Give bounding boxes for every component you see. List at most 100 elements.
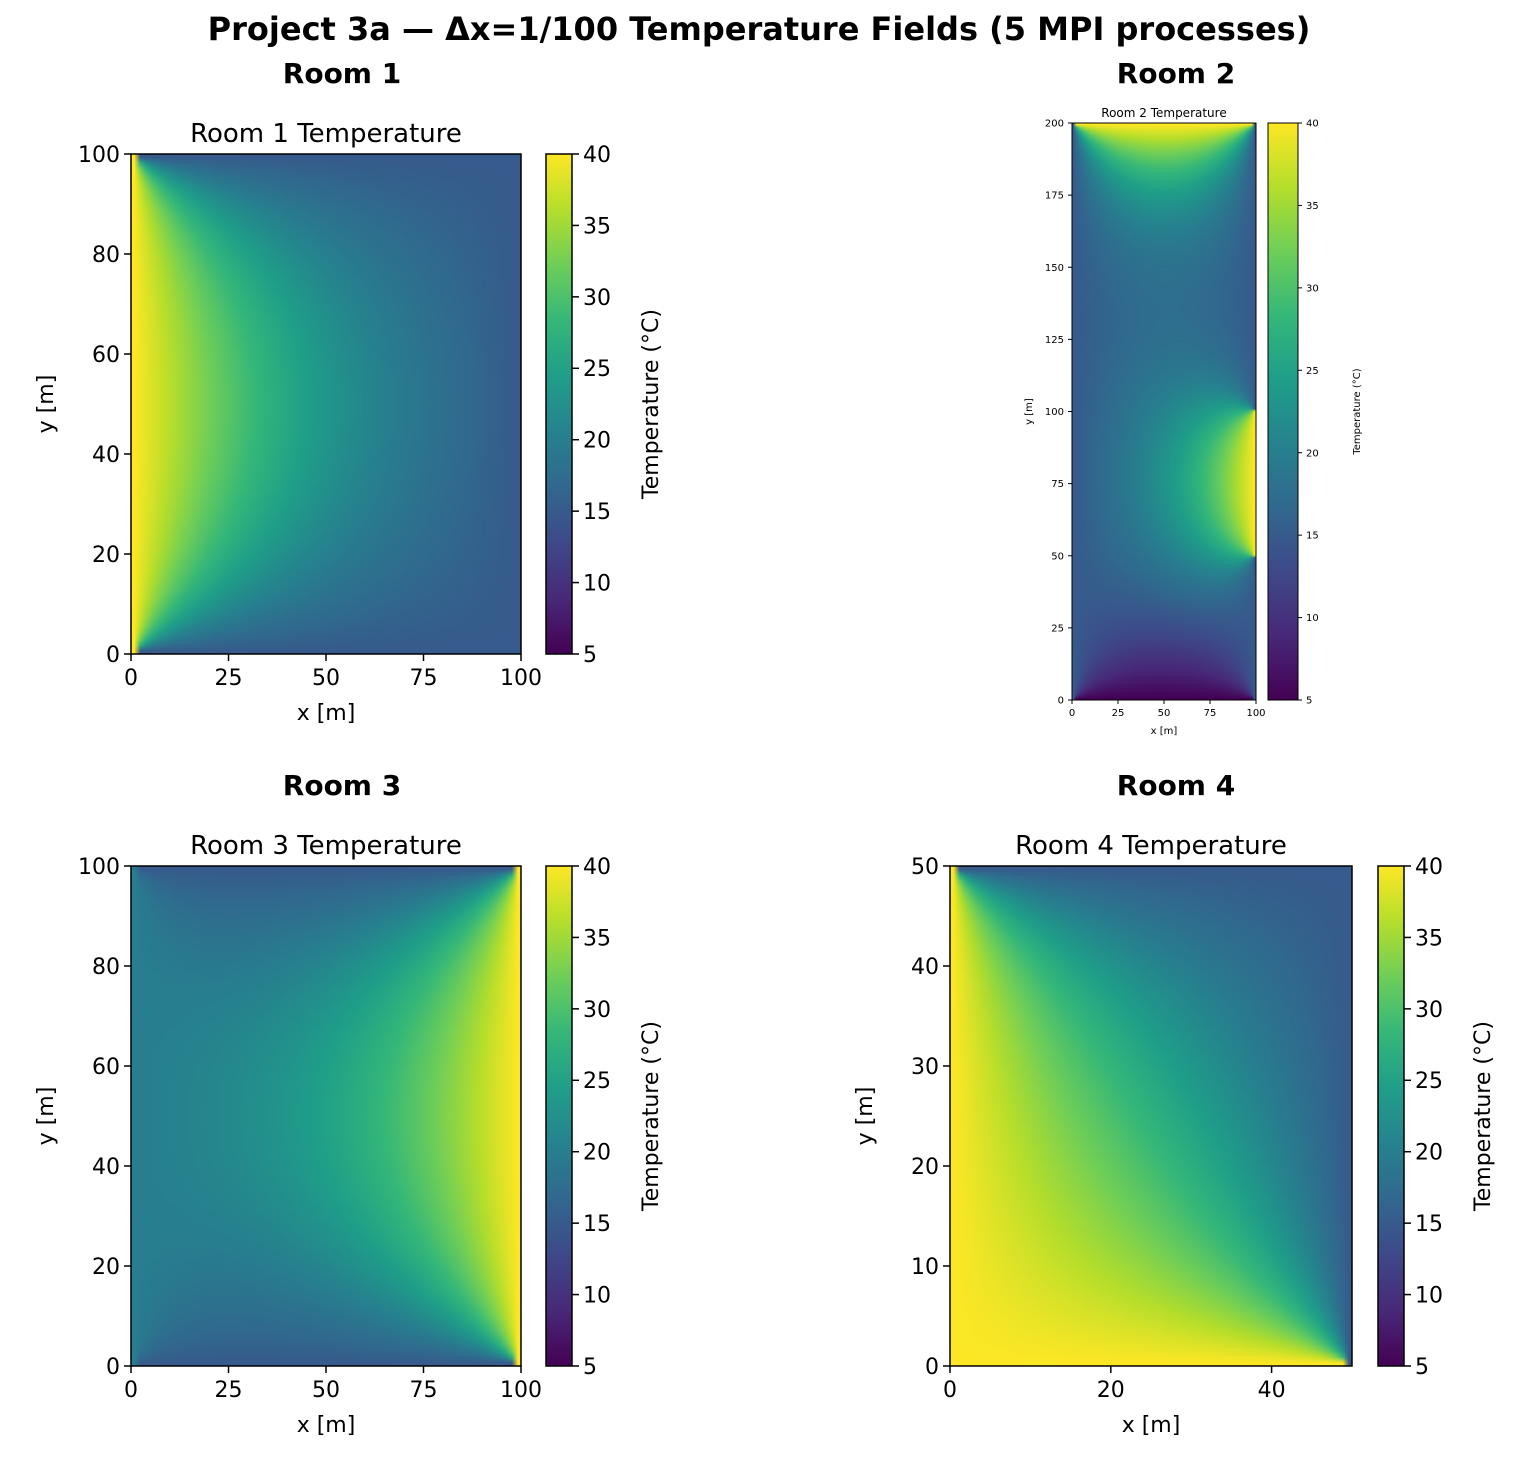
colorbar-tick-label: 5	[1415, 1355, 1429, 1380]
x-tick-label: 0	[124, 1378, 138, 1403]
colorbar-tick-label: 30	[1306, 283, 1319, 294]
y-tick-label: 80	[92, 955, 120, 980]
x-tick-label: 75	[410, 666, 438, 691]
colorbar-tick-label: 5	[583, 1355, 597, 1380]
y-tick-label: 40	[92, 1155, 120, 1180]
y-tick-label: 20	[911, 1155, 939, 1180]
panel-title: Room 3	[283, 769, 401, 802]
axes-title: Room 1 Temperature	[190, 119, 462, 149]
x-tick-label: 50	[312, 1378, 340, 1403]
colorbar-tick-label: 40	[1415, 855, 1443, 880]
x-tick-label: 25	[1112, 708, 1125, 719]
colorbar-tick-label: 20	[1415, 1141, 1443, 1166]
x-tick-label: 25	[215, 666, 243, 691]
y-tick-label: 60	[92, 343, 120, 368]
panel-title: Room 1	[283, 57, 401, 90]
x-tick-label: 100	[500, 1378, 542, 1403]
y-tick-label: 40	[911, 955, 939, 980]
colorbar-tick-label: 20	[583, 429, 611, 454]
colorbar-tick-label: 10	[583, 1283, 611, 1308]
colorbar-label: Temperature (°C)	[639, 1021, 664, 1212]
y-tick-label: 30	[911, 1055, 939, 1080]
colorbar-label: Temperature (°C)	[639, 309, 664, 500]
y-tick-label: 0	[925, 1355, 939, 1380]
heatmap-field	[950, 866, 1352, 1366]
panel-title: Room 4	[1117, 769, 1235, 802]
y-tick-label: 80	[92, 243, 120, 268]
colorbar-tick-label: 15	[1415, 1212, 1443, 1237]
y-axis-label: y [m]	[34, 1087, 59, 1146]
heatmap-field	[1072, 123, 1256, 700]
panel-room-1: Room 1 Room 1 Temperature 0 25 50 75 100 0 20 40 6…	[34, 57, 664, 726]
colorbar-tick-label: 35	[1306, 201, 1319, 212]
colorbar-tick-label: 20	[583, 1141, 611, 1166]
colorbar	[545, 865, 573, 1367]
y-tick-label: 125	[1045, 335, 1064, 346]
y-tick-label: 50	[1051, 551, 1064, 562]
panel-room-3: Room 3 Room 3 Temperature 0 25 50 75 100 0 20 40 6…	[34, 769, 664, 1438]
x-tick-label: 75	[410, 1378, 438, 1403]
colorbar-tick-label: 15	[1306, 531, 1319, 542]
colorbar-tick-label: 35	[583, 214, 611, 239]
y-tick-label: 0	[1058, 696, 1064, 707]
y-tick-label: 10	[911, 1255, 939, 1280]
x-tick-label: 50	[1158, 708, 1171, 719]
colorbar-tick-label: 25	[583, 1069, 611, 1094]
colorbar-tick-label: 25	[1415, 1069, 1443, 1094]
x-axis-label: x [m]	[1122, 1413, 1181, 1438]
colorbar-tick-label: 35	[1415, 926, 1443, 951]
colorbar-tick-label: 10	[1415, 1283, 1443, 1308]
x-tick-label: 40	[1258, 1378, 1286, 1403]
colorbar-tick-label: 35	[583, 926, 611, 951]
heatmap-field	[131, 866, 521, 1366]
x-tick-label: 0	[1069, 708, 1075, 719]
y-tick-label: 20	[92, 543, 120, 568]
colorbar-tick-label: 10	[583, 571, 611, 596]
x-tick-label: 100	[1246, 708, 1265, 719]
y-axis-label: y [m]	[34, 375, 59, 434]
figure-suptitle: Project 3a — Δx=1/100 Temperature Fields…	[208, 10, 1311, 48]
heatmap-field	[131, 154, 521, 654]
y-tick-label: 150	[1045, 263, 1064, 274]
colorbar-tick-label: 25	[1306, 366, 1319, 377]
y-tick-label: 25	[1051, 623, 1064, 634]
axes-title: Room 3 Temperature	[190, 831, 462, 861]
axes-frame	[949, 865, 1353, 1367]
colorbar-tick-label: 40	[583, 855, 611, 880]
x-tick-label: 0	[943, 1378, 957, 1403]
x-axis-label: x [m]	[297, 1413, 356, 1438]
y-tick-label: 0	[106, 643, 120, 668]
y-tick-label: 175	[1045, 191, 1064, 202]
y-tick-label: 40	[92, 443, 120, 468]
colorbar	[1377, 865, 1405, 1367]
y-tick-label: 200	[1045, 119, 1064, 130]
colorbar-tick-label: 40	[583, 143, 611, 168]
axes-title: Room 4 Temperature	[1015, 831, 1287, 861]
colorbar	[545, 153, 573, 655]
y-tick-label: 100	[1045, 407, 1064, 418]
x-tick-label: 50	[312, 666, 340, 691]
colorbar-label: Temperature (°C)	[1352, 368, 1363, 455]
y-axis-label: y [m]	[853, 1087, 878, 1146]
colorbar-tick-label: 15	[583, 500, 611, 525]
x-tick-label: 0	[124, 666, 138, 691]
y-tick-label: 75	[1051, 479, 1064, 490]
panel-room-2: Room 2 Room 2 Temperature 0 25 50 75 100 0 25 50 7…	[1024, 57, 1363, 737]
colorbar-tick-label: 40	[1306, 119, 1319, 130]
colorbar-label: Temperature (°C)	[1471, 1021, 1496, 1212]
colorbar	[1267, 122, 1299, 701]
y-tick-label: 60	[92, 1055, 120, 1080]
x-tick-label: 100	[500, 666, 542, 691]
panel-title: Room 2	[1117, 57, 1235, 90]
x-tick-label: 20	[1097, 1378, 1125, 1403]
x-tick-label: 25	[215, 1378, 243, 1403]
colorbar-tick-label: 5	[583, 643, 597, 668]
y-tick-label: 20	[92, 1255, 120, 1280]
colorbar-tick-label: 5	[1306, 696, 1312, 707]
panel-room-4: Room 4 Room 4 Temperature 0 20 40 0 10 20 30 40 50…	[853, 769, 1496, 1438]
colorbar-tick-label: 15	[583, 1212, 611, 1237]
colorbar-tick-label: 10	[1306, 613, 1319, 624]
colorbar-tick-label: 30	[583, 998, 611, 1023]
y-tick-label: 50	[911, 855, 939, 880]
